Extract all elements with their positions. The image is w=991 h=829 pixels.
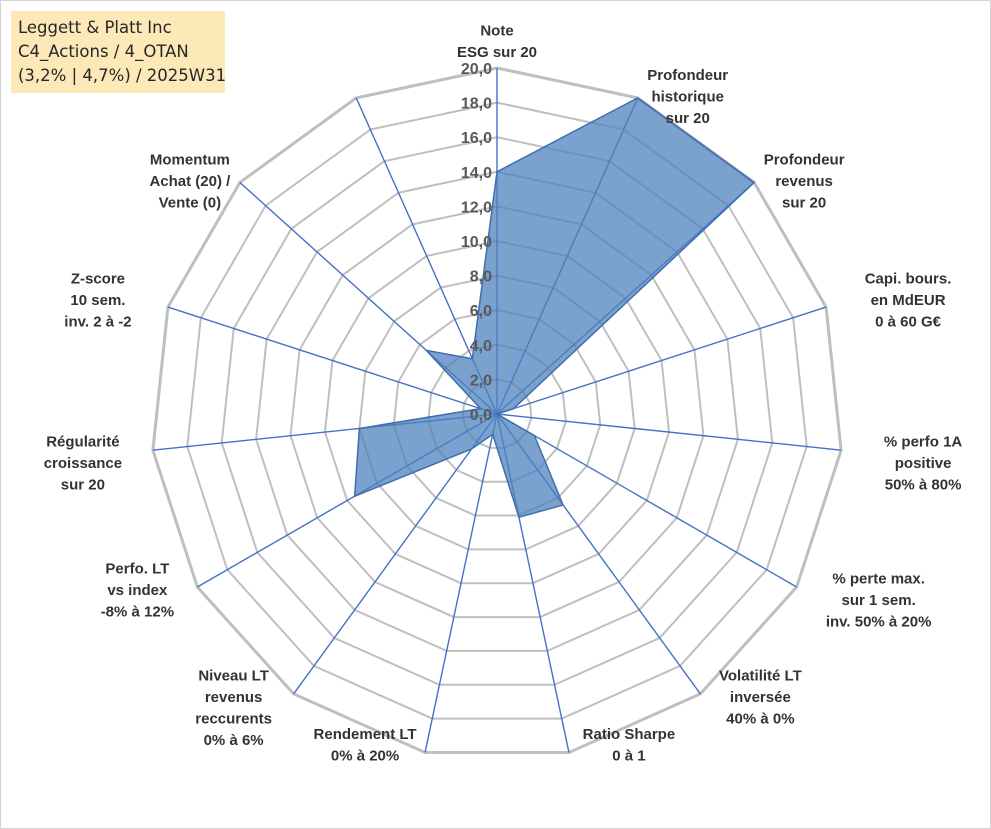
tick-label: 14,0 <box>461 165 492 182</box>
grid-ring <box>323 239 671 585</box>
axis-label: Régularité croissance sur 20 <box>44 433 122 493</box>
grid-ring <box>289 205 705 619</box>
radar-tick-labels: 0,0 2,0 4,0 6,0 8,0 10,0 12,0 14,0 16,0 18,0 20,0 <box>461 61 492 424</box>
axis-spoke <box>424 413 498 753</box>
title-line-1: Leggett & Platt Inc <box>18 18 172 37</box>
grid-ring <box>186 101 808 720</box>
axis-label: Niveau LT revenus reccurents 0% à 6% <box>195 667 272 749</box>
axis-label: Capi. bours. en MdEUR 0 à 60 G€ <box>865 270 952 330</box>
title-line-2: C4_Actions / 4_OTAN <box>18 42 189 61</box>
axis-spoke <box>167 306 498 415</box>
axis-label: Rendement LT 0% à 20% <box>314 726 417 765</box>
axis-label: % perfo 1A positive 50% à 80% <box>884 433 963 493</box>
series-area <box>353 97 756 519</box>
tick-label: 0,0 <box>470 407 492 424</box>
axis-label: Z-score 10 sem. inv. 2 à -2 <box>64 270 131 330</box>
tick-label: 10,0 <box>461 234 492 251</box>
axis-label: Momentum Achat (20) / Vente (0) <box>149 151 231 211</box>
axis-label: Perfo. LT vs index -8% à 12% <box>101 561 174 621</box>
axis-spoke <box>496 413 842 451</box>
axis-label: Ratio Sharpe 0 à 1 <box>583 726 676 765</box>
tick-label: 8,0 <box>470 269 492 286</box>
grid-ring <box>151 66 843 754</box>
grid-ring <box>358 274 636 551</box>
tick-label: 18,0 <box>461 96 492 113</box>
axis-label: Note ESG sur 20 <box>457 23 537 62</box>
axis-spoke <box>496 413 797 588</box>
grid-ring <box>427 343 567 483</box>
grid-ring <box>392 309 602 517</box>
axis-label: Volatilité LT inversée 40% à 0% <box>719 667 802 727</box>
title-line-3: (3,2% | 4,7%) / 2025W31 <box>18 66 227 85</box>
tick-label: 2,0 <box>470 372 492 389</box>
tick-label: 6,0 <box>470 303 492 320</box>
tick-label: 20,0 <box>461 61 492 78</box>
tick-label: 12,0 <box>461 199 492 216</box>
axis-spoke <box>293 413 498 695</box>
axis-spoke <box>496 306 827 415</box>
grid-ring <box>220 136 774 686</box>
grid-ring <box>255 170 739 652</box>
axis-label: Profondeur revenus sur 20 <box>764 151 845 211</box>
radar-grid <box>151 66 843 754</box>
axis-label: Profondeur historique sur 20 <box>647 67 728 127</box>
axis-label: % perte max. sur 1 sem. inv. 50% à 20% <box>826 570 932 630</box>
radar-series <box>353 97 756 519</box>
tick-label: 16,0 <box>461 130 492 147</box>
tick-label: 4,0 <box>470 338 492 355</box>
chart-title-box: Leggett & Platt Inc C4_Actions / 4_OTAN … <box>11 11 227 93</box>
radar-axis-labels: Note ESG sur 20 Profondeur historique sur 20… <box>44 23 963 765</box>
